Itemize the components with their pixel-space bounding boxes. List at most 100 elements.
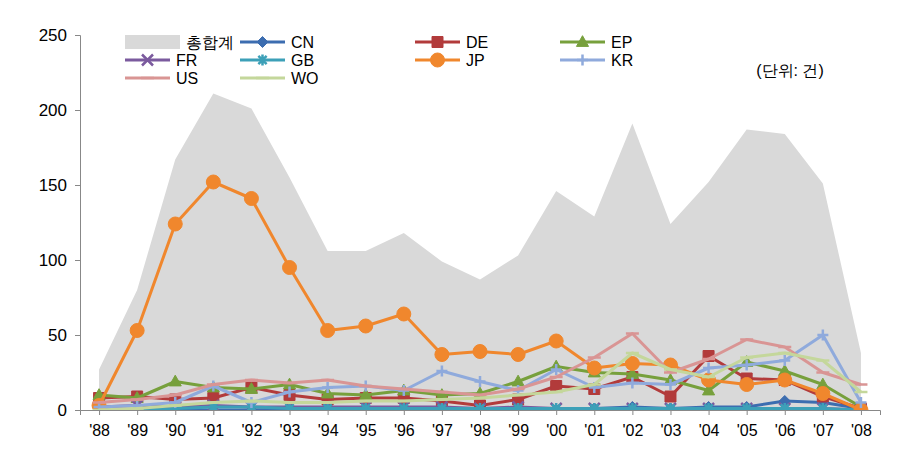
tick-label: '02 <box>622 422 643 439</box>
legend-marker <box>141 77 154 80</box>
legend-marker <box>432 37 443 48</box>
tick: '03 <box>661 410 682 439</box>
series <box>94 400 867 410</box>
tick-mark <box>785 410 786 415</box>
tick-mark <box>175 410 176 415</box>
legend-marker <box>258 55 266 66</box>
marker <box>663 358 677 372</box>
area <box>99 94 861 411</box>
legend-label: EP <box>611 34 632 51</box>
legend-label: DE <box>466 34 488 51</box>
marker <box>130 324 144 338</box>
legend-item: EP <box>560 34 632 51</box>
axis-line <box>81 411 881 416</box>
marker <box>552 403 560 410</box>
marker <box>665 391 676 402</box>
marker <box>170 397 181 408</box>
tick: '99 <box>508 410 529 439</box>
legend-item: US <box>125 70 198 87</box>
marker <box>169 394 182 397</box>
legend-item: KR <box>560 52 633 69</box>
marker <box>206 175 220 189</box>
marker <box>665 379 676 390</box>
marker <box>207 401 220 404</box>
marker <box>131 407 144 410</box>
marker <box>816 387 830 401</box>
marker <box>550 391 563 394</box>
tick: '93 <box>280 410 301 439</box>
legend-marker <box>431 53 445 67</box>
series <box>93 353 868 410</box>
marker <box>132 400 143 410</box>
marker <box>626 332 639 335</box>
legend-label: KR <box>611 52 633 69</box>
tick-mark <box>442 410 443 415</box>
marker <box>702 376 715 379</box>
marker <box>702 358 715 361</box>
tick: 0 <box>58 401 80 420</box>
tick: '88 <box>89 410 110 439</box>
tick-label: '89 <box>127 422 148 439</box>
legend-item: GB <box>240 52 314 69</box>
marker <box>168 217 182 231</box>
tick: '94 <box>318 410 339 439</box>
tick-label: '03 <box>661 422 682 439</box>
marker <box>514 403 522 410</box>
tick-label: '90 <box>165 422 186 439</box>
axis-line <box>75 36 81 411</box>
tick-label: '94 <box>318 422 339 439</box>
marker <box>436 366 447 377</box>
tick-label: 150 <box>39 176 67 195</box>
marker <box>283 401 296 404</box>
marker <box>817 330 828 341</box>
tick-mark <box>404 410 405 415</box>
marker <box>511 348 525 362</box>
tick: '91 <box>203 410 224 439</box>
tick-mark <box>632 410 633 415</box>
marker <box>589 382 600 393</box>
tick: '06 <box>775 410 796 439</box>
marker <box>359 319 373 333</box>
marker <box>285 403 293 410</box>
tick-label: '92 <box>241 422 262 439</box>
marker <box>397 307 411 321</box>
chart: 050100150200250'88'89'90'91'92'93'94'95'… <box>0 0 904 465</box>
legend-label: JP <box>466 52 485 69</box>
series <box>94 351 867 411</box>
marker <box>474 394 487 397</box>
marker <box>321 379 334 382</box>
marker <box>283 261 297 275</box>
marker <box>740 378 754 392</box>
line <box>99 353 861 410</box>
marker <box>93 401 106 404</box>
marker <box>321 401 334 404</box>
marker <box>627 378 638 389</box>
tick-mark <box>75 410 80 411</box>
tick-label: '91 <box>203 422 224 439</box>
marker <box>362 403 370 410</box>
tick: '98 <box>470 410 491 439</box>
marker <box>360 381 371 392</box>
tick: 150 <box>39 176 80 195</box>
plot-area <box>92 94 868 411</box>
marker <box>400 403 408 410</box>
tick: '90 <box>165 410 186 439</box>
tick: 200 <box>39 101 80 120</box>
tick-label: '97 <box>432 422 453 439</box>
y-axis: 050100150200250 <box>39 26 81 420</box>
tick-mark <box>75 110 80 111</box>
tick-label: 100 <box>39 251 67 270</box>
legend-swatch <box>125 77 170 80</box>
legend-item: 총합계 <box>125 34 234 51</box>
legend-marker <box>576 36 588 47</box>
marker <box>819 403 827 410</box>
tick-label: '07 <box>813 422 834 439</box>
marker <box>283 382 296 385</box>
tick-mark <box>594 410 595 415</box>
legend-item: FR <box>125 52 197 69</box>
marker <box>93 409 106 410</box>
legend-swatch <box>125 35 180 49</box>
tick-mark <box>99 410 100 415</box>
tick: '96 <box>394 410 415 439</box>
tick-label: 50 <box>48 326 67 345</box>
